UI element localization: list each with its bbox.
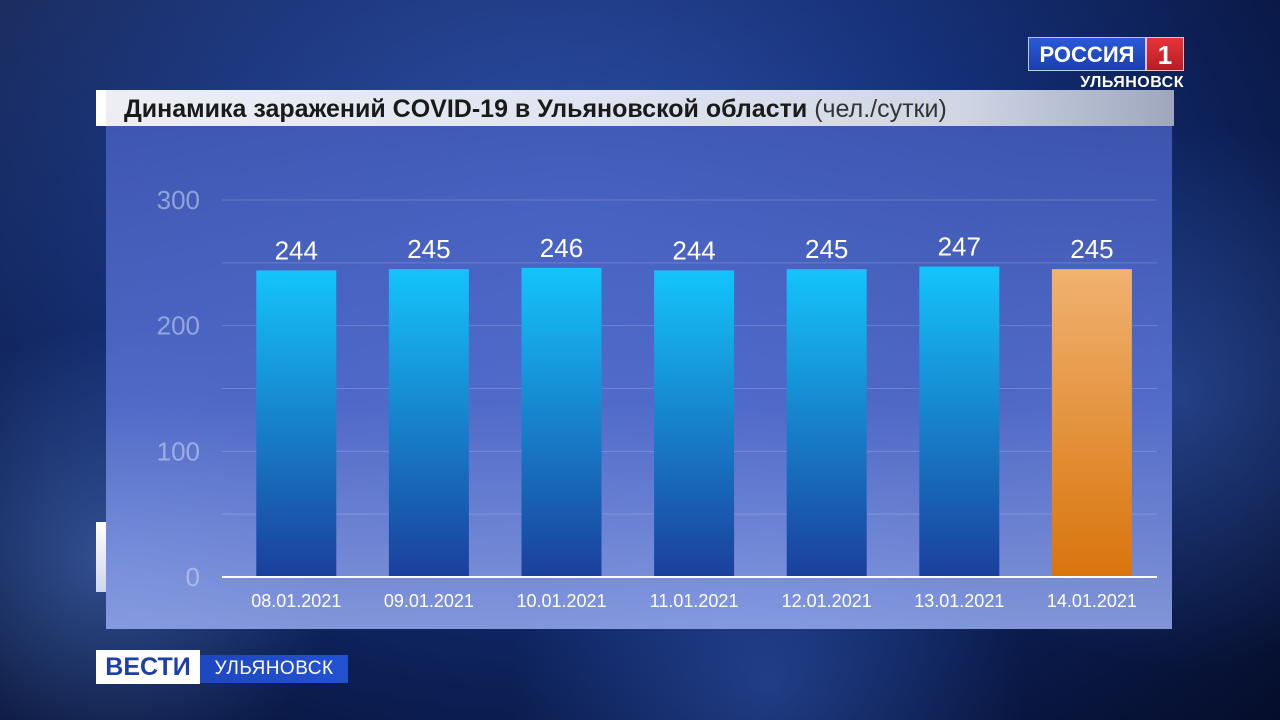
chart-title-unit: (чел./сутки) (814, 95, 947, 123)
title-accent (96, 90, 106, 126)
data-label: 244 (275, 235, 318, 265)
bar (654, 270, 735, 577)
data-label: 245 (805, 234, 848, 264)
chart-title-main: Динамика заражений COVID-19 в Ульяновско… (124, 95, 808, 123)
x-tick-label: 09.01.2021 (384, 591, 474, 611)
bar (786, 269, 867, 577)
x-tick-label: 13.01.2021 (914, 591, 1004, 611)
bar (256, 270, 337, 577)
channel-logo-text: РОССИЯ (1028, 37, 1146, 71)
data-label: 244 (672, 235, 715, 265)
chart-title: Динамика заражений COVID-19 в Ульяновско… (124, 94, 947, 124)
title-bar (96, 90, 1174, 126)
data-label: 245 (407, 234, 450, 264)
channel-logo: РОССИЯ 1 (1028, 37, 1184, 71)
data-label: 245 (1070, 234, 1113, 264)
program-region: УЛЬЯНОВСК (200, 655, 348, 683)
x-tick-label: 14.01.2021 (1047, 591, 1137, 611)
x-tick-label: 10.01.2021 (516, 591, 606, 611)
x-tick-label: 08.01.2021 (251, 591, 341, 611)
channel-region: УЛЬЯНОВСК (1080, 74, 1184, 91)
bar (388, 269, 469, 577)
data-label: 246 (540, 233, 583, 263)
bar (521, 267, 602, 577)
y-tick-label: 0 (186, 562, 200, 592)
y-tick-label: 300 (157, 185, 200, 215)
bar (1051, 269, 1132, 577)
program-logo: ВЕСТИ (96, 650, 200, 684)
bar (919, 266, 1000, 577)
channel-logo-number: 1 (1146, 37, 1184, 71)
data-label: 247 (938, 232, 981, 262)
panel-accent (96, 522, 106, 592)
y-tick-label: 200 (157, 311, 200, 341)
x-tick-label: 11.01.2021 (650, 591, 739, 611)
y-tick-label: 100 (157, 436, 200, 466)
x-tick-label: 12.01.2021 (782, 591, 872, 611)
